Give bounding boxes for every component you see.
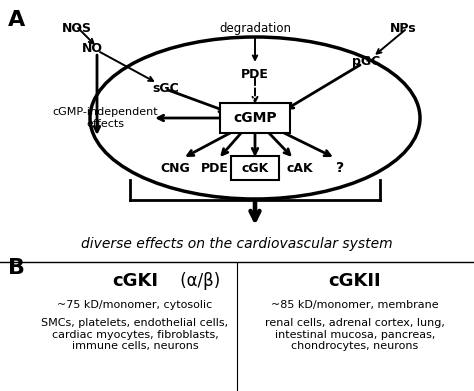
Text: cGKI: cGKI — [112, 272, 158, 290]
Text: cGKII: cGKII — [328, 272, 381, 290]
FancyBboxPatch shape — [231, 156, 279, 180]
FancyBboxPatch shape — [220, 103, 290, 133]
Text: cGK: cGK — [241, 161, 269, 174]
Text: ?: ? — [336, 161, 344, 175]
Text: NO: NO — [82, 42, 103, 55]
Text: cGMP: cGMP — [233, 111, 277, 125]
Text: cAK: cAK — [287, 161, 313, 174]
Text: CNG: CNG — [160, 161, 190, 174]
Text: (α/β): (α/β) — [175, 272, 220, 290]
Text: PDE: PDE — [241, 68, 269, 81]
Text: NPs: NPs — [390, 22, 417, 35]
Text: sGC: sGC — [152, 82, 179, 95]
Text: ~85 kD/monomer, membrane: ~85 kD/monomer, membrane — [271, 300, 439, 310]
Text: B: B — [8, 258, 25, 278]
Text: PDE: PDE — [201, 161, 229, 174]
Text: NOS: NOS — [62, 22, 92, 35]
Text: A: A — [8, 10, 25, 30]
Text: pGC: pGC — [352, 55, 380, 68]
Text: ~75 kD/monomer, cytosolic: ~75 kD/monomer, cytosolic — [57, 300, 213, 310]
Text: degradation: degradation — [219, 22, 291, 35]
Text: SMCs, platelets, endothelial cells,
cardiac myocytes, fibroblasts,
immune cells,: SMCs, platelets, endothelial cells, card… — [41, 318, 228, 351]
Text: cGMP-independent
effects: cGMP-independent effects — [52, 107, 158, 129]
Text: renal cells, adrenal cortex, lung,
intestinal mucosa, pancreas,
chondrocytes, ne: renal cells, adrenal cortex, lung, intes… — [265, 318, 445, 351]
Text: diverse effects on the cardiovascular system: diverse effects on the cardiovascular sy… — [81, 237, 393, 251]
